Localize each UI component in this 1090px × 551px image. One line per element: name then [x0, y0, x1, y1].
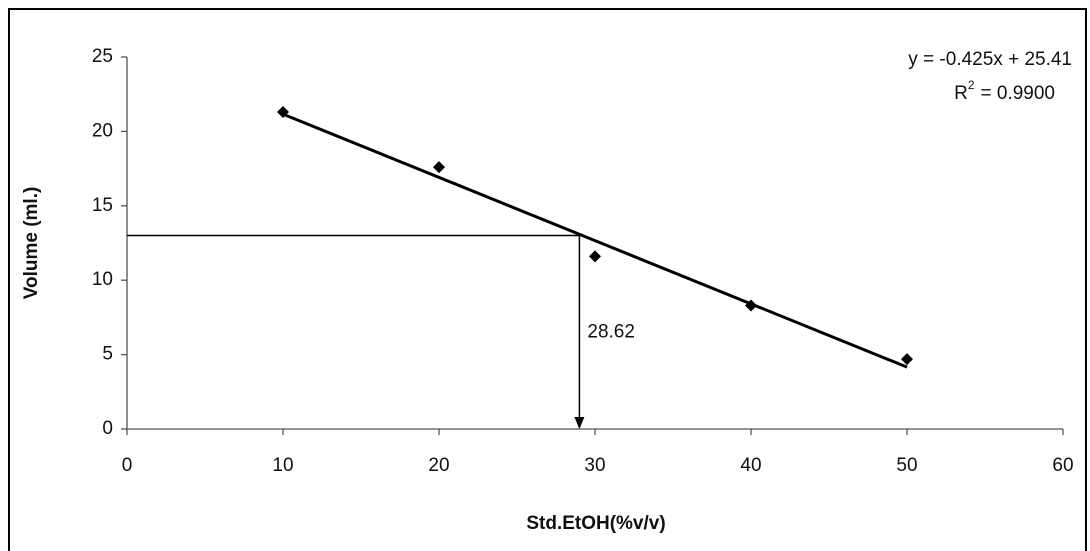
x-tick-label: 30 [584, 455, 605, 476]
equation: y = -0.425x + 25.41 [908, 49, 1072, 70]
x-tick-label: 20 [428, 455, 449, 476]
x-tick-label: 50 [896, 455, 917, 476]
r-power: 2 [968, 78, 975, 92]
y-tick-label: 5 [102, 344, 113, 365]
data-point [433, 161, 445, 174]
data-point [745, 299, 757, 312]
r-value: = 0.9900 [981, 83, 1056, 104]
chart-frame [8, 8, 1087, 551]
x-tick-label: 10 [272, 455, 293, 476]
x-tick-label: 0 [122, 455, 133, 476]
y-tick-label: 25 [92, 46, 113, 67]
r-squared: R2 = 0.9900 [954, 78, 1055, 104]
x-tick-label: 60 [1052, 455, 1073, 476]
y-tick-label: 20 [92, 120, 113, 141]
guide-label: 28.62 [587, 321, 635, 342]
data-point [901, 353, 913, 366]
y-tick-label: 0 [102, 418, 113, 439]
y-tick-label: 10 [92, 269, 113, 290]
trendline [282, 112, 908, 369]
data-point [589, 250, 601, 263]
x-tick-label: 40 [740, 455, 761, 476]
data-point [277, 106, 289, 119]
y-tick-label: 15 [92, 195, 113, 216]
guide-arrow [574, 417, 585, 429]
x-axis-title: Std.EtOH(%v/v) [526, 513, 665, 534]
y-axis-title: Volume (ml.) [21, 187, 42, 300]
r-symbol: R [954, 83, 968, 104]
